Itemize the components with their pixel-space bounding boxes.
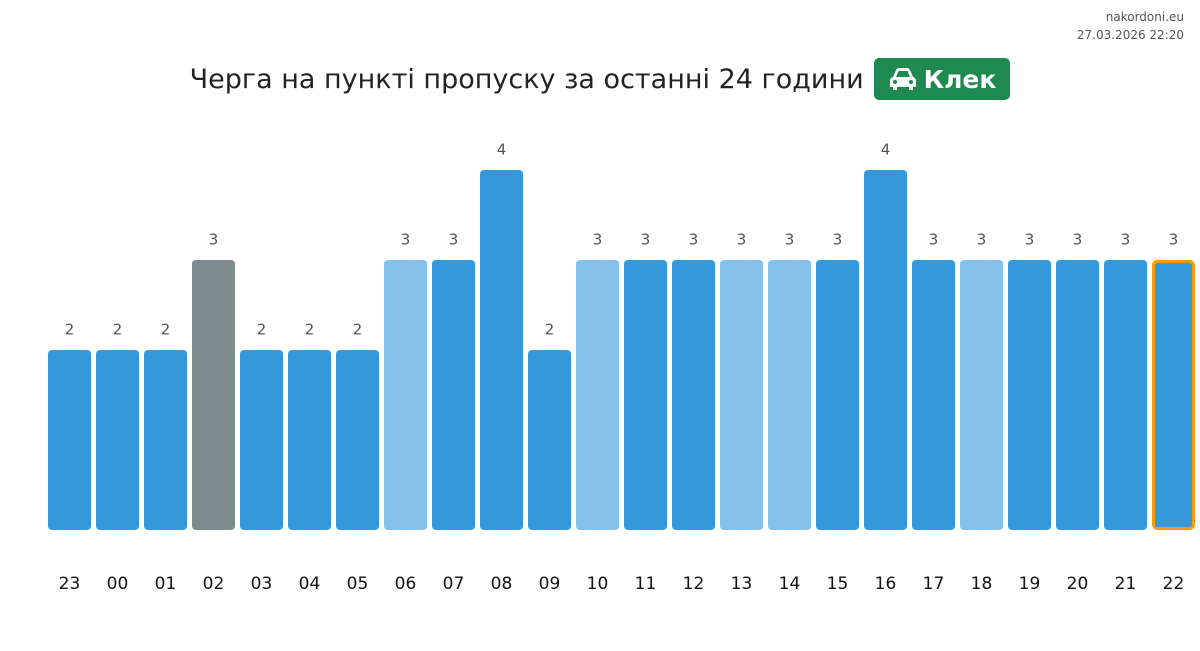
x-tick-label: 22 bbox=[1163, 574, 1185, 594]
x-tick-label: 07 bbox=[443, 574, 465, 594]
bar bbox=[576, 260, 619, 530]
x-tick-label: 16 bbox=[875, 574, 897, 594]
bar bbox=[96, 350, 139, 530]
x-tick-label: 14 bbox=[779, 574, 801, 594]
value-label: 3 bbox=[1073, 231, 1083, 249]
value-label: 2 bbox=[113, 321, 123, 339]
bar bbox=[768, 260, 811, 530]
value-label: 2 bbox=[545, 321, 555, 339]
bar bbox=[1104, 260, 1147, 530]
x-tick-label: 19 bbox=[1019, 574, 1041, 594]
bar bbox=[192, 260, 235, 530]
car-icon bbox=[889, 68, 916, 90]
value-label: 3 bbox=[977, 231, 987, 249]
badge-label: Клек bbox=[923, 64, 997, 94]
bar bbox=[624, 260, 667, 530]
bar bbox=[816, 260, 859, 530]
value-label: 2 bbox=[161, 321, 171, 339]
bar bbox=[144, 350, 187, 530]
bar bbox=[912, 260, 955, 530]
bar bbox=[1008, 260, 1051, 530]
value-label: 3 bbox=[1169, 231, 1179, 249]
bar bbox=[720, 260, 763, 530]
x-tick-label: 02 bbox=[203, 574, 225, 594]
badge: Клек bbox=[873, 58, 1011, 100]
value-label: 3 bbox=[737, 231, 747, 249]
x-tick-label: 21 bbox=[1115, 574, 1137, 594]
meta: nakordoni.eu 27.03.2026 22:20 bbox=[1077, 8, 1184, 44]
header: Черга на пункті пропуску за останні 24 г… bbox=[0, 58, 1200, 100]
value-label: 3 bbox=[785, 231, 795, 249]
x-tick-label: 15 bbox=[827, 574, 849, 594]
x-tick-label: 00 bbox=[107, 574, 129, 594]
value-label: 3 bbox=[833, 231, 843, 249]
value-label: 3 bbox=[209, 231, 219, 249]
value-label: 2 bbox=[65, 321, 75, 339]
x-tick-label: 09 bbox=[539, 574, 561, 594]
x-tick-label: 13 bbox=[731, 574, 753, 594]
bar bbox=[48, 350, 91, 530]
bar bbox=[288, 350, 331, 530]
x-tick-label: 10 bbox=[587, 574, 609, 594]
x-tick-label: 08 bbox=[491, 574, 513, 594]
x-tick-label: 04 bbox=[299, 574, 321, 594]
bar bbox=[432, 260, 475, 530]
x-tick-label: 01 bbox=[155, 574, 177, 594]
x-tick-label: 23 bbox=[59, 574, 81, 594]
x-tick-label: 03 bbox=[251, 574, 273, 594]
bar bbox=[336, 350, 379, 530]
bar bbox=[528, 350, 571, 530]
x-tick-label: 17 bbox=[923, 574, 945, 594]
value-label: 3 bbox=[1025, 231, 1035, 249]
x-tick-label: 05 bbox=[347, 574, 369, 594]
bar bbox=[1152, 260, 1195, 530]
value-label: 3 bbox=[401, 231, 411, 249]
bar bbox=[240, 350, 283, 530]
bar bbox=[672, 260, 715, 530]
x-tick-label: 12 bbox=[683, 574, 705, 594]
bar bbox=[864, 170, 907, 530]
value-label: 2 bbox=[353, 321, 363, 339]
value-label: 3 bbox=[593, 231, 603, 249]
bar bbox=[1056, 260, 1099, 530]
x-tick-label: 06 bbox=[395, 574, 417, 594]
bar bbox=[480, 170, 523, 530]
value-label: 2 bbox=[305, 321, 315, 339]
x-tick-label: 20 bbox=[1067, 574, 1089, 594]
value-label: 3 bbox=[689, 231, 699, 249]
timestamp: 27.03.2026 22:20 bbox=[1076, 28, 1184, 42]
bar bbox=[960, 260, 1003, 530]
chart-title: Черга на пункті пропуску за останні 24 г… bbox=[189, 63, 864, 95]
site: nakordoni.eu bbox=[1105, 10, 1184, 24]
value-label: 3 bbox=[1121, 231, 1131, 249]
value-label: 4 bbox=[881, 141, 891, 159]
value-label: 3 bbox=[641, 231, 651, 249]
value-label: 3 bbox=[449, 231, 459, 249]
value-label: 3 bbox=[929, 231, 939, 249]
x-tick-label: 18 bbox=[971, 574, 993, 594]
bar bbox=[384, 260, 427, 530]
value-label: 2 bbox=[257, 321, 267, 339]
value-label: 4 bbox=[497, 141, 507, 159]
x-tick-label: 11 bbox=[635, 574, 657, 594]
